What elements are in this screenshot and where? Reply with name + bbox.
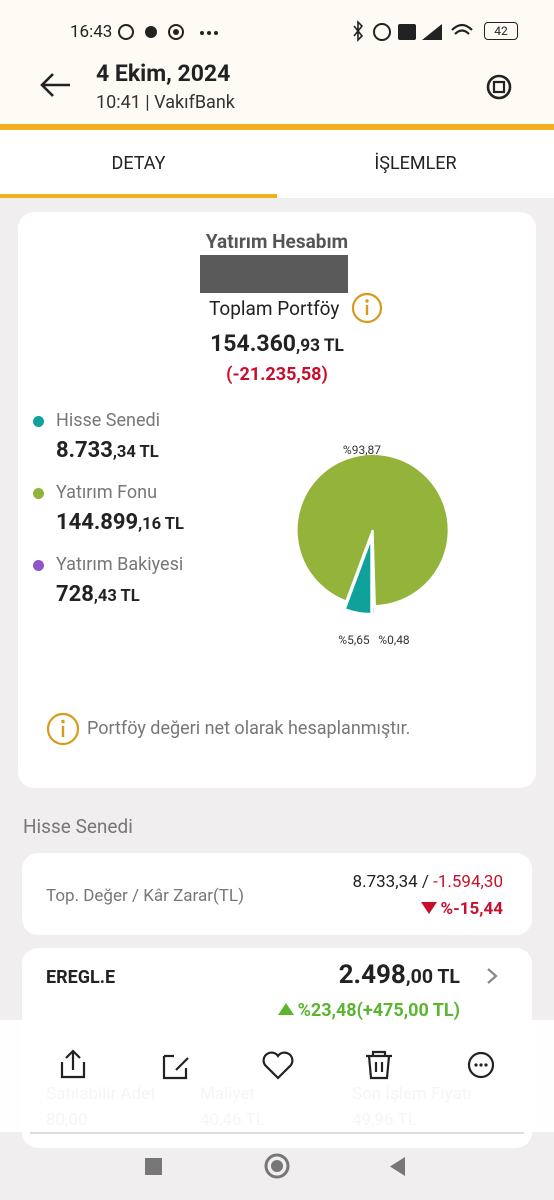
refresh-button[interactable] — [484, 72, 514, 102]
time: 16:43 — [70, 22, 113, 42]
total-change: (-21.235,58) — [226, 364, 328, 385]
legend-dot — [33, 488, 44, 499]
status-right-icons — [353, 20, 473, 42]
total-fraction: ,93 TL — [295, 336, 344, 356]
pie-label: %0,48 — [378, 633, 410, 647]
total-main: 154.360 — [210, 330, 296, 357]
redacted-box — [200, 255, 348, 293]
info-icon[interactable] — [351, 292, 383, 324]
summary-card — [22, 853, 532, 935]
up-arrow — [277, 1003, 294, 1015]
status-icons — [118, 24, 218, 40]
amount-main: 728 — [56, 582, 94, 607]
total-value: 154.360,93 TL — [0, 330, 554, 357]
amount-fraction: ,16 TL — [138, 515, 184, 534]
summary-values: 8.733,34 / -1.594,30 — [353, 872, 503, 892]
summary-change: -1.594,30 — [433, 872, 503, 892]
back-button[interactable] — [38, 70, 74, 100]
stock-value: 2.498,00 TL — [339, 960, 460, 990]
tab-islemler[interactable]: İŞLEMLER — [374, 153, 457, 174]
tab-bar — [0, 130, 554, 198]
amount-fraction: ,34 TL — [112, 443, 159, 462]
legend-dot — [33, 416, 44, 427]
pie-chart: %5,65 %93,87 %0,48 — [295, 443, 450, 647]
summary-percent: %-15,44 — [420, 899, 503, 919]
stock-change: %23,48(+475,00 TL) — [277, 1000, 460, 1021]
stock-value-main: 2.498 — [338, 960, 406, 990]
summary-label: Top. Değer / Kâr Zarar(TL) — [46, 886, 244, 906]
stock-value-fraction: ,00 TL — [405, 965, 460, 988]
tab-detay[interactable]: DETAY — [111, 153, 166, 174]
legend-name: Yatırım Fonu — [56, 482, 158, 503]
note: Portföy değeri net olarak hesaplanmıştır… — [87, 718, 411, 739]
header-date: 4 Ekim, 2024 — [96, 60, 231, 87]
nav-bar — [145, 1153, 405, 1179]
portfolio-card — [18, 212, 536, 788]
stock-symbol: EREGL.E — [46, 967, 116, 988]
toolbar-icons — [60, 1049, 495, 1080]
pie-slice — [343, 537, 373, 615]
chevron — [487, 968, 498, 984]
total-label: Toplam Portföy — [209, 297, 340, 320]
summary-value: 8.733,34 / — [352, 872, 434, 892]
legend-name: Hisse Senedi — [56, 410, 161, 431]
legend-dot — [33, 560, 44, 571]
down-arrow — [420, 902, 437, 914]
amount-main: 8.733 — [56, 438, 113, 463]
legend-name: Yatırım Bakiyesi — [56, 554, 184, 575]
legend-amount: 144.899,16 TL — [56, 510, 184, 535]
section-title: Hisse Senedi — [23, 815, 133, 838]
pie-label: %5,65 — [338, 633, 370, 647]
amount-fraction: ,43 TL — [93, 587, 140, 606]
header-divider — [0, 124, 554, 130]
battery: 42 — [484, 22, 518, 40]
pie-slice — [295, 453, 450, 608]
top-area — [0, 0, 554, 130]
tab-indicator — [0, 194, 277, 198]
portfolio-title: Yatırım Hesabım — [205, 230, 349, 253]
legend-amount: 8.733,34 TL — [56, 438, 159, 463]
header-subtitle: 10:41 | VakıfBank — [96, 92, 235, 113]
stock-change-text: %23,48(+475,00 TL) — [297, 1000, 460, 1021]
summary-percent-text: %-15,44 — [440, 899, 503, 919]
toolbar-divider — [30, 1132, 524, 1134]
amount-main: 144.899 — [56, 510, 139, 535]
note-icon — [46, 712, 80, 746]
pie-label: %93,87 — [343, 443, 381, 457]
legend-amount: 728,43 TL — [56, 582, 140, 607]
